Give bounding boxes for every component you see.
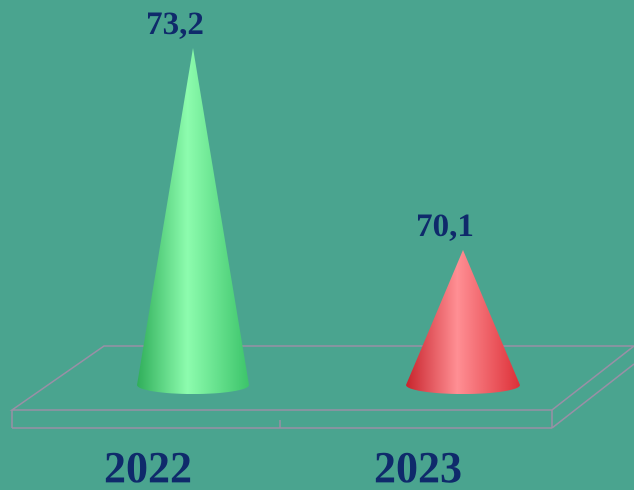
chart-floor: [9, 345, 634, 429]
data-label-2022: 73,2: [146, 6, 204, 42]
data-labels: 73,2 70,1: [146, 6, 474, 244]
cone-series: [137, 48, 520, 394]
data-label-2023: 70,1: [416, 208, 474, 244]
category-label-2023: 2023: [374, 443, 462, 490]
cone-2023: [406, 250, 520, 394]
category-axis: 2022 2023: [104, 443, 462, 490]
category-label-2022: 2022: [104, 443, 192, 490]
cone-2022: [137, 48, 249, 394]
